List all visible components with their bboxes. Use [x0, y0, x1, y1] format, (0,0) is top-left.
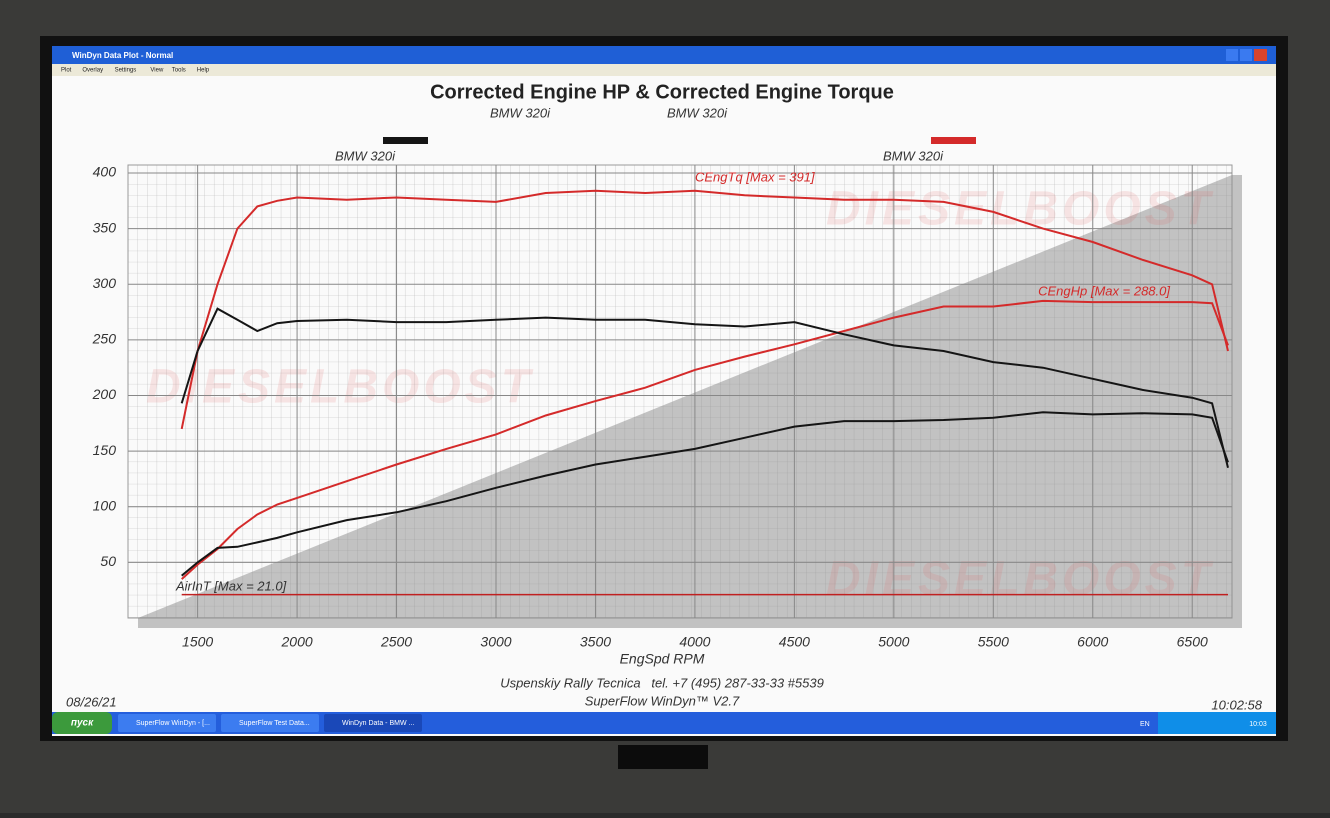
title-bar	[52, 46, 1276, 64]
chart-subtitle: BMW 320i	[490, 105, 551, 120]
close-button[interactable]	[1254, 49, 1267, 61]
tray-clock: 10:03	[1249, 721, 1267, 728]
tray-lang: EN	[1140, 721, 1150, 728]
y-tick-label: 200	[92, 386, 117, 402]
taskbar-item[interactable]	[118, 714, 216, 732]
maximize-button[interactable]	[1240, 49, 1252, 61]
series-line	[180, 307, 1229, 469]
start-button[interactable]	[52, 712, 112, 734]
series-label: CEngTq [Max = 391]	[695, 169, 815, 184]
chart-subtitle: BMW 320i	[667, 105, 728, 120]
legend-label: BMW 320i	[883, 148, 944, 163]
y-tick-label: 50	[100, 553, 116, 569]
watermark: DIESELBOOST	[146, 361, 534, 414]
taskbar-item[interactable]	[324, 714, 422, 732]
menu-item[interactable]: Overlay	[82, 68, 103, 74]
y-tick-label: 400	[93, 164, 117, 180]
x-tick-label: 5000	[878, 634, 909, 650]
x-tick-label: 3500	[580, 634, 611, 650]
taskbar-item-label: WinDyn Data - BMW ...	[342, 720, 414, 727]
y-tick-label: 350	[93, 219, 117, 235]
y-tick-label: 250	[92, 331, 117, 347]
menu-item[interactable]: View	[150, 68, 164, 74]
series-line	[180, 189, 1229, 430]
stand	[618, 745, 708, 769]
x-tick-label: 4500	[779, 634, 810, 650]
footer-time: 10:02:58	[1211, 697, 1262, 712]
series-label: CEngHp [Max = 288.0]	[1038, 283, 1170, 298]
x-tick-label: 1500	[182, 634, 213, 650]
series-label: AirInT [Max = 21.0]	[175, 578, 287, 593]
series-line	[181, 299, 1229, 580]
taskbar-item[interactable]	[221, 714, 319, 732]
tray	[1158, 712, 1276, 734]
y-tick-label: 300	[93, 275, 117, 291]
legend-swatch	[931, 137, 976, 144]
start-label: пуск	[71, 718, 94, 729]
watermark: DIESELBOOST	[826, 183, 1214, 236]
menu-item[interactable]: Settings	[115, 68, 137, 74]
legend-label: BMW 320i	[335, 148, 396, 163]
footer-date: 08/26/21	[66, 694, 117, 709]
x-tick-label: 5500	[978, 634, 1009, 650]
taskbar-item-label: SuperFlow WinDyn - [...	[136, 720, 210, 727]
minimize-button[interactable]	[1226, 49, 1238, 61]
x-axis-label: EngSpd RPM	[620, 651, 705, 667]
menu-item[interactable]: Tools	[172, 68, 186, 74]
menu-bar	[52, 64, 1276, 76]
y-tick-label: 150	[93, 442, 117, 458]
x-tick-label: 4000	[679, 634, 710, 650]
menu-item[interactable]: Help	[197, 68, 210, 74]
series-line	[181, 411, 1229, 577]
y-tick-label: 100	[93, 497, 117, 513]
footer-software: SuperFlow WinDyn™ V2.7	[585, 693, 740, 708]
plot-shadow	[138, 175, 1242, 628]
menu-item[interactable]: Plot	[61, 68, 72, 74]
x-tick-label: 6000	[1077, 634, 1108, 650]
watermark: DIESELBOOST	[826, 553, 1214, 606]
x-tick-label: 2000	[281, 634, 313, 650]
taskbar-item-label: SuperFlow Test Data...	[239, 720, 310, 727]
x-tick-label: 3000	[480, 634, 511, 650]
chart-title: Corrected Engine HP & Corrected Engine T…	[430, 81, 894, 103]
x-tick-label: 6500	[1177, 634, 1208, 650]
x-tick-label: 2500	[380, 634, 412, 650]
legend-swatch	[383, 137, 428, 144]
window-title: WinDyn Data Plot - Normal	[72, 51, 173, 60]
footer-company: Uspenskiy Rally Tecnica tel. +7 (495) 28…	[500, 675, 824, 690]
